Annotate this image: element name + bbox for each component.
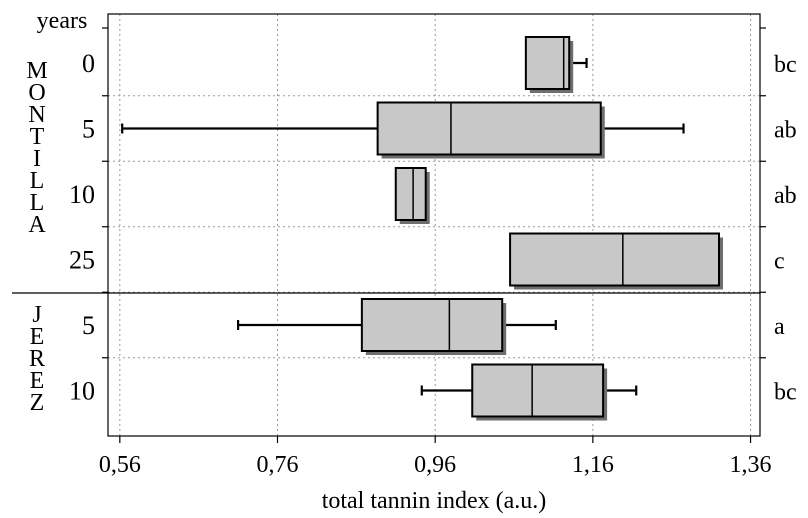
age-label: 10 — [69, 180, 95, 209]
age-label: 5 — [82, 311, 95, 340]
box — [524, 36, 571, 90]
box — [376, 101, 602, 156]
significance-letter: bc — [774, 52, 797, 78]
box-row — [121, 101, 685, 159]
x-tick-label: 0,76 — [257, 452, 299, 478]
age-label: 0 — [82, 49, 95, 78]
box — [471, 363, 605, 418]
box-row — [394, 167, 430, 224]
group-name-letter: A — [28, 212, 46, 238]
box-row — [420, 363, 638, 421]
box-row — [509, 232, 724, 290]
group-name-letter: N — [28, 102, 45, 128]
group-name-letter: Z — [30, 390, 45, 416]
significance-letter: c — [774, 249, 785, 275]
group-name-letter: M — [26, 58, 47, 84]
group-name-letter: E — [30, 324, 45, 350]
grid — [108, 14, 760, 436]
plot-frame — [107, 13, 761, 437]
group-name-letter: E — [30, 368, 45, 394]
age-label: 25 — [69, 246, 95, 275]
box — [360, 298, 504, 352]
significance-letter: bc — [774, 380, 797, 406]
y-axis-title: years — [37, 8, 88, 34]
group-name-letter: J — [32, 302, 41, 328]
group-name-letter: L — [30, 190, 45, 216]
x-tick-label: 1,16 — [572, 452, 614, 478]
significance-letter: ab — [774, 183, 797, 209]
significance-letter: ab — [774, 118, 797, 144]
x-tick-label: 0,56 — [99, 452, 141, 478]
x-axis-title: total tannin index (a.u.) — [322, 488, 547, 514]
age-label: 10 — [69, 377, 95, 406]
significance-letter: a — [774, 314, 785, 340]
group-name-letter: I — [33, 146, 41, 172]
group-name-letter: O — [28, 80, 45, 106]
box — [509, 232, 721, 287]
group-name-letter: R — [29, 346, 45, 372]
group-name-letter: T — [30, 124, 45, 150]
x-ticks: 0,56 0,76 0,96 1,16 1,36 — [99, 27, 772, 478]
age-label: 5 — [82, 115, 95, 144]
x-tick-label: 0,96 — [414, 452, 456, 478]
group-name-letter: L — [30, 168, 45, 194]
box — [394, 167, 427, 221]
box-row — [524, 36, 588, 93]
boxes — [121, 36, 724, 421]
x-tick-label: 1,36 — [730, 452, 772, 478]
box-row — [236, 298, 557, 355]
